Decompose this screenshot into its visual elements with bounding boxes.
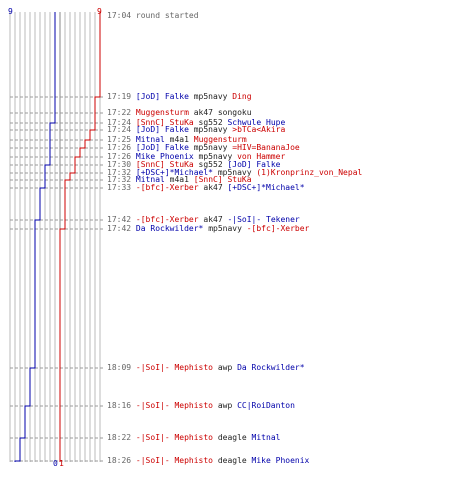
event-killer: Mitnal: [135, 135, 165, 144]
event-killer: Da Rockwilder*: [135, 224, 204, 233]
event-row: 17:30 [SnnC] StuKa sg552 [JoD] Falke: [107, 160, 280, 169]
event-killer: -[bfc]-Xerber: [135, 215, 199, 224]
event-time: 18:22: [107, 433, 132, 442]
event-killer: -|SoI|- Mephisto: [135, 401, 213, 410]
event-weapon: sg552: [198, 160, 223, 169]
event-time: 17:25: [107, 135, 132, 144]
event-victim: -[bfc]-Xerber: [246, 224, 310, 233]
event-time: 17:26: [107, 143, 132, 152]
event-victim: Da Rockwilder*: [237, 363, 305, 372]
event-row: 17:25 Mitnal m4a1 Muggensturm: [107, 135, 247, 144]
event-victim: [+DSC+]*Michael*: [227, 183, 305, 192]
event-weapon: deagle: [217, 433, 247, 442]
event-weapon: ak47: [193, 108, 213, 117]
event-time: 17:24: [107, 125, 132, 134]
event-victim: >bTCa<Akira: [232, 125, 286, 134]
event-row: 17:33 -[bfc]-Xerber ak47 [+DSC+]*Michael…: [107, 183, 305, 192]
event-weapon: ak47: [203, 215, 223, 224]
event-time: 17:30: [107, 160, 132, 169]
event-killer: -|SoI|- Mephisto: [135, 456, 213, 465]
event-victim: Ding: [232, 92, 252, 101]
player-grid: [9, 12, 101, 462]
event-row: 18:22 -|SoI|- Mephisto deagle Mitnal: [107, 433, 280, 442]
event-victim: =HIV=BananaJoe: [232, 143, 300, 152]
event-time: 18:16: [107, 401, 132, 410]
blue-team-end-count: 0: [53, 459, 58, 468]
event-row: 17:32 [+DSC+]*Michael* mp5navy (1)Kronpr…: [107, 168, 362, 177]
event-time: 17:42: [107, 215, 132, 224]
event-weapon: ak47: [203, 183, 223, 192]
blue-team-start-count: 9: [8, 7, 13, 16]
event-row: 17:19 [JoD] Falke mp5navy Ding: [107, 92, 252, 101]
event-time: 17:04: [107, 11, 132, 20]
event-killer: [JoD] Falke: [135, 143, 189, 152]
event-victim: CC|RoiDanton: [237, 401, 295, 410]
event-time: 17:42: [107, 224, 132, 233]
event-time: 18:09: [107, 363, 132, 372]
event-killer: [SnnC] StuKa: [135, 160, 194, 169]
event-row: 17:04 round started: [107, 11, 199, 20]
event-weapon: m4a1: [169, 135, 189, 144]
event-weapon: mp5navy: [198, 152, 233, 161]
event-killer: Mitnal: [135, 175, 165, 184]
event-weapon: m4a1: [169, 175, 189, 184]
event-victim: [JoD] Falke: [227, 160, 281, 169]
event-killer: [SnnC] StuKa: [135, 118, 194, 127]
event-killer: [JoD] Falke: [135, 92, 189, 101]
event-weapon: awp: [217, 363, 233, 372]
event-weapon: sg552: [198, 118, 223, 127]
event-victim: songoku: [217, 108, 252, 117]
event-row: 17:42 -[bfc]-Xerber ak47 -|SoI|- Tekener: [107, 215, 300, 224]
event-weapon: deagle: [217, 456, 247, 465]
event-victim: (1)Kronprinz_von_Nepal: [256, 168, 363, 177]
event-time: 17:24: [107, 118, 132, 127]
event-killer: -|SoI|- Mephisto: [135, 363, 213, 372]
event-weapon: mp5navy: [208, 224, 242, 233]
event-killer: Muggensturm: [135, 108, 189, 117]
event-dash-lines: [10, 96, 104, 462]
event-killer: [+DSC+]*Michael*: [135, 168, 213, 177]
event-victim: Mitnal: [251, 433, 281, 442]
red-team-alive-line: [59, 12, 101, 462]
event-time: 17:33: [107, 183, 132, 192]
event-row: 17:26 [JoD] Falke mp5navy =HIV=BananaJoe: [107, 143, 300, 152]
event-time: 17:32: [107, 175, 132, 184]
event-victim: -|SoI|- Tekener: [227, 215, 300, 224]
event-victim: Muggensturm: [193, 135, 247, 144]
event-row: 17:24 [JoD] Falke mp5navy >bTCa<Akira: [107, 125, 285, 134]
event-time: 17:19: [107, 92, 132, 101]
event-row: 17:26 Mike Phoenix mp5navy von Hammer: [107, 152, 285, 161]
event-row: 17:32 Mitnal m4a1 [SnnC] StuKa: [107, 175, 252, 184]
event-weapon: mp5navy: [217, 168, 252, 177]
red-team-start-count: 9: [97, 7, 102, 16]
event-time: 18:26: [107, 456, 132, 465]
event-time: 17:32: [107, 168, 132, 177]
blue-team-alive-line: [14, 12, 56, 462]
event-row: 17:24 [SnnC] StuKa sg552 Schwule Hupe: [107, 118, 285, 127]
event-weapon: mp5navy: [193, 125, 228, 134]
red-team-end-count: 1: [59, 459, 64, 468]
event-text: round started: [135, 11, 199, 20]
event-row: 18:26 -|SoI|- Mephisto deagle Mike Phoen…: [107, 456, 309, 465]
event-killer: -|SoI|- Mephisto: [135, 433, 213, 442]
event-victim: Schwule Hupe: [227, 118, 286, 127]
event-time: 17:26: [107, 152, 132, 161]
event-victim: von Hammer: [237, 152, 286, 161]
event-row: 18:16 -|SoI|- Mephisto awp CC|RoiDanton: [107, 401, 295, 410]
event-row: 17:42 Da Rockwilder* mp5navy -[bfc]-Xerb…: [107, 224, 309, 233]
event-row: 17:22 Muggensturm ak47 songoku: [107, 108, 252, 117]
event-weapon: awp: [217, 401, 233, 410]
event-weapon: mp5navy: [193, 92, 228, 101]
event-weapon: mp5navy: [193, 143, 228, 152]
event-killer: Mike Phoenix: [135, 152, 194, 161]
event-row: 18:09 -|SoI|- Mephisto awp Da Rockwilder…: [107, 363, 305, 372]
event-time: 17:22: [107, 108, 132, 117]
event-killer: [JoD] Falke: [135, 125, 189, 134]
event-killer: -[bfc]-Xerber: [135, 183, 199, 192]
event-victim: [SnnC] StuKa: [193, 175, 252, 184]
event-victim: Mike Phoenix: [251, 456, 310, 465]
